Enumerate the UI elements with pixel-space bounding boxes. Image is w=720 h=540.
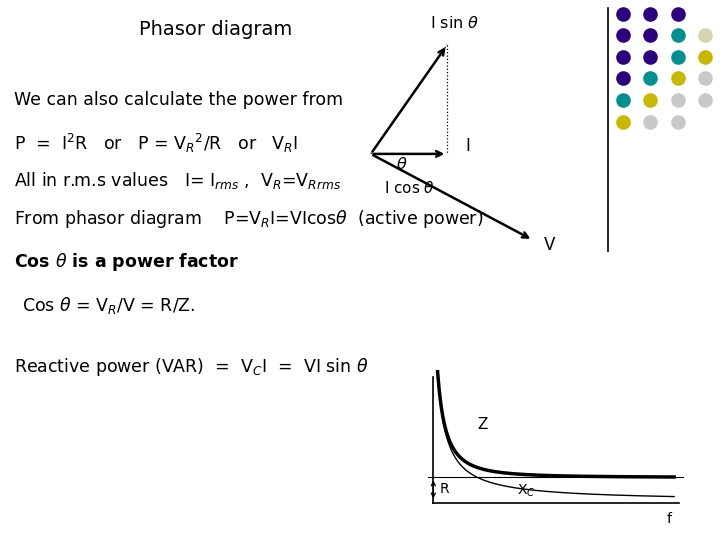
Text: I sin $\theta$: I sin $\theta$: [430, 15, 479, 31]
Point: [617, 52, 629, 61]
Point: [672, 96, 683, 104]
Point: [644, 9, 656, 18]
Text: Reactive power (VAR)  =  V$_C$I  =  VI sin $\theta$: Reactive power (VAR) = V$_C$I = VI sin $…: [14, 356, 369, 378]
Point: [672, 9, 683, 18]
Point: [672, 52, 683, 61]
Point: [644, 117, 656, 126]
Point: [672, 31, 683, 39]
Point: [699, 74, 711, 83]
Text: I: I: [465, 137, 470, 155]
Point: [672, 117, 683, 126]
Point: [644, 96, 656, 104]
Text: We can also calculate the power from: We can also calculate the power from: [14, 91, 343, 109]
Text: Cos $\theta$ is a power factor: Cos $\theta$ is a power factor: [14, 251, 240, 273]
Point: [617, 9, 629, 18]
Text: f: f: [667, 512, 672, 526]
Text: V: V: [544, 237, 555, 254]
Point: [672, 74, 683, 83]
Point: [617, 31, 629, 39]
Point: [644, 74, 656, 83]
Text: X$_C$: X$_C$: [517, 482, 535, 499]
Text: R: R: [439, 482, 449, 496]
Point: [617, 96, 629, 104]
Text: Cos $\theta$ = V$_R$/V = R/Z.: Cos $\theta$ = V$_R$/V = R/Z.: [22, 295, 195, 315]
Point: [699, 96, 711, 104]
Text: All in r.m.s values   I= I$_{rms}$ ,  V$_R$=V$_{Rrms}$: All in r.m.s values I= I$_{rms}$ , V$_R$…: [14, 171, 342, 191]
Text: I cos $\theta$: I cos $\theta$: [384, 180, 434, 196]
Point: [699, 31, 711, 39]
Text: $\theta$: $\theta$: [396, 156, 408, 172]
Point: [699, 52, 711, 61]
Text: P  =  I$^2$R   or   P = V$_R$$^2$/R   or   V$_R$I: P = I$^2$R or P = V$_R$$^2$/R or V$_R$I: [14, 132, 299, 154]
Point: [644, 52, 656, 61]
Point: [617, 117, 629, 126]
Text: From phasor diagram    P=V$_R$I=VIcos$\theta$  (active power): From phasor diagram P=V$_R$I=VIcos$\thet…: [14, 208, 484, 230]
Text: Phasor diagram: Phasor diagram: [140, 20, 292, 39]
Point: [644, 31, 656, 39]
Point: [617, 74, 629, 83]
Text: Z: Z: [477, 417, 488, 433]
